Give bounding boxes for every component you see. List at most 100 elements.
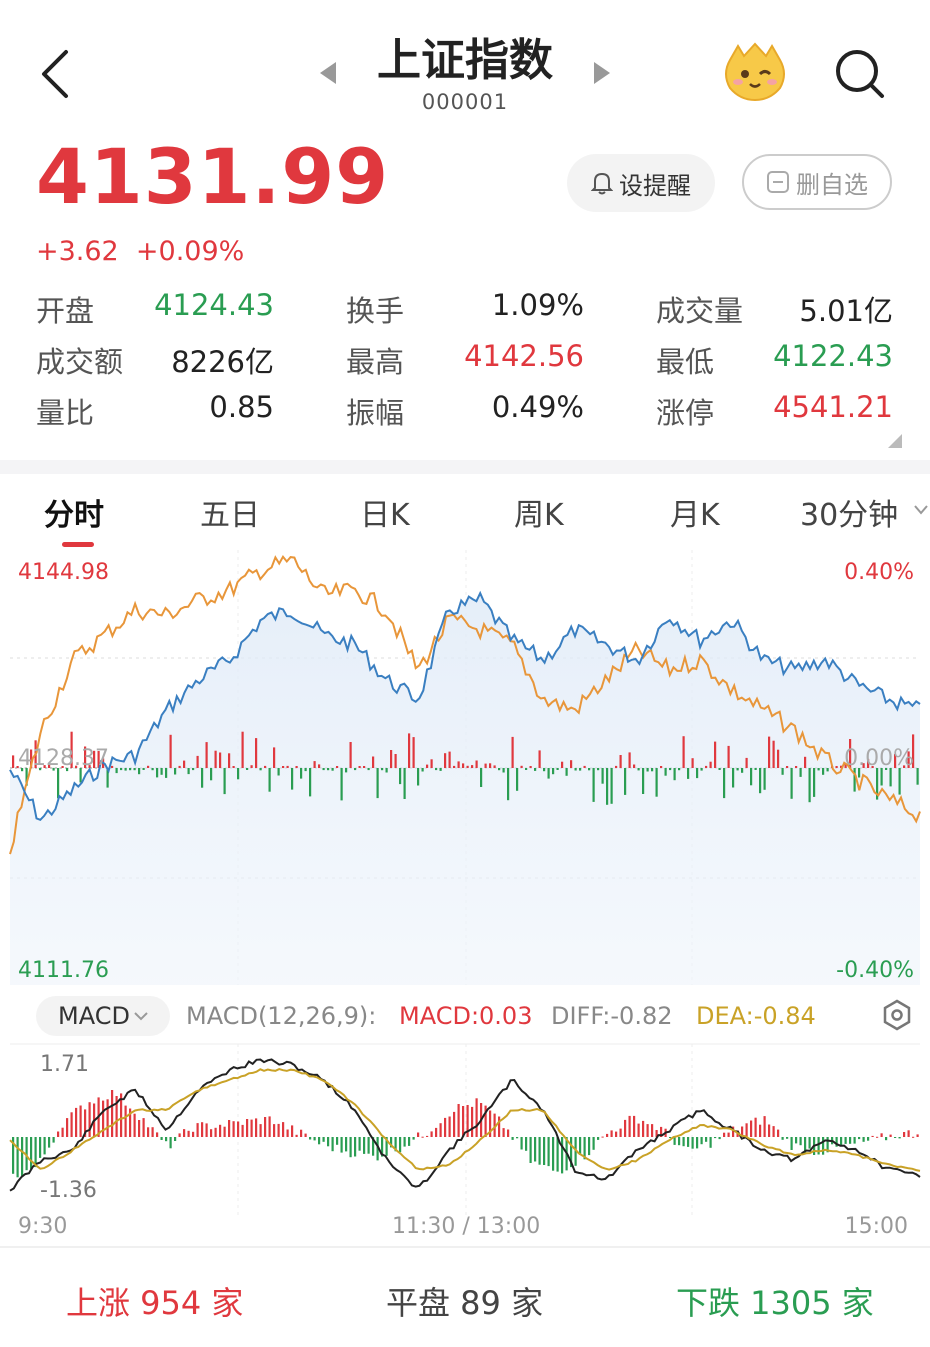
macd-bar [133, 1113, 136, 1137]
macd-bar [120, 1093, 123, 1137]
volume-bar [525, 768, 528, 770]
macd-bar [219, 1124, 222, 1137]
volume-bar [781, 768, 784, 775]
macd-bar [538, 1137, 541, 1165]
macd-bar [705, 1137, 708, 1142]
volume-bar [408, 733, 411, 768]
macd-bar [849, 1137, 852, 1144]
macd-bar [687, 1137, 690, 1147]
tab-1[interactable]: 分时 [44, 498, 104, 533]
macd-bar [732, 1126, 735, 1137]
macd-bar [313, 1137, 316, 1141]
macd-bar [214, 1127, 217, 1137]
volume-bar [817, 768, 820, 771]
macd-bar [615, 1131, 618, 1137]
volume-bar [889, 768, 892, 787]
volume-bar [516, 768, 519, 791]
volume-bar [246, 768, 249, 770]
macd-bar [727, 1132, 730, 1137]
macd-bar [232, 1121, 235, 1137]
macd-bar [655, 1130, 658, 1137]
macd-bar [466, 1105, 469, 1137]
volume-bar [741, 768, 744, 773]
macd-bar [376, 1137, 379, 1161]
indicator-selector[interactable]: MACD [36, 996, 170, 1036]
volume-bar [565, 768, 568, 776]
macd-bar [669, 1137, 672, 1138]
macd-bar [277, 1123, 280, 1137]
volume-bar [205, 742, 208, 768]
volume-bar [232, 766, 235, 768]
volume-bar [768, 736, 771, 768]
tab-3[interactable]: 日K [360, 498, 410, 533]
volume-bar [754, 768, 757, 770]
remove-favorite-button[interactable]: 删自选 [742, 154, 892, 210]
macd-bar [790, 1137, 793, 1150]
macd-bar [858, 1137, 861, 1140]
volume-bar [363, 766, 366, 768]
macd-bar [30, 1137, 33, 1169]
volume-bar [421, 768, 424, 772]
volume-bar [894, 753, 897, 768]
expand-corner-icon[interactable] [888, 434, 902, 448]
tab-6[interactable]: 30分钟 [800, 498, 899, 533]
time-end: 15:00 [844, 1214, 908, 1239]
indicator-name: MACD [58, 1002, 130, 1030]
mascot-icon[interactable] [720, 40, 790, 102]
macd-bar [318, 1137, 321, 1145]
macd-bar [583, 1137, 586, 1160]
back-arrow-icon[interactable] [36, 44, 76, 104]
intraday-chart[interactable] [0, 550, 930, 1240]
volume-bar [367, 768, 370, 771]
volume-bar [606, 768, 609, 805]
volume-bar [673, 768, 676, 781]
volume-bar [381, 768, 384, 771]
chevron-down-icon[interactable] [914, 504, 928, 516]
volume-bar [912, 734, 915, 768]
volume-bar [138, 768, 141, 775]
macd-bar [606, 1133, 609, 1137]
pct-axis-low: -0.40% [836, 958, 914, 983]
price-axis-mid: 4128.37 [18, 746, 109, 771]
volume-bar [133, 768, 136, 771]
macd-bar [597, 1137, 600, 1140]
volume-bar [466, 765, 469, 768]
volume-bar [502, 768, 505, 773]
stat-label: 涨停 [656, 396, 715, 430]
chevron-down-icon [134, 1012, 148, 1021]
settings-icon[interactable] [880, 998, 914, 1032]
macd-params: MACD(12,26,9): [186, 1002, 377, 1030]
volume-bar [655, 768, 658, 797]
macd-bar [714, 1137, 717, 1139]
volume-bar [129, 768, 132, 771]
macd-bar [817, 1137, 820, 1155]
unchanged-count[interactable]: 平盘 89 家 [386, 1284, 544, 1322]
tab-4[interactable]: 周K [514, 498, 564, 533]
macd-bar [192, 1131, 195, 1137]
macd-bar [381, 1137, 384, 1157]
macd-bar [709, 1137, 712, 1148]
macd-bar [723, 1132, 726, 1137]
volume-bar [156, 768, 159, 778]
macd-bar [484, 1105, 487, 1137]
volume-bar [192, 768, 195, 771]
macd-bar [61, 1127, 64, 1137]
volume-bar [223, 768, 226, 795]
volume-bar [682, 736, 685, 768]
decliners-count[interactable]: 下跌 1305 家 [676, 1284, 874, 1322]
tab-5[interactable]: 月K [670, 498, 720, 533]
next-stock-icon[interactable] [592, 60, 612, 90]
tab-2[interactable]: 五日 [200, 498, 260, 533]
macd-bar [268, 1116, 271, 1137]
macd-bar [169, 1137, 172, 1149]
volume-bar [349, 742, 352, 768]
prev-stock-icon[interactable] [318, 60, 338, 90]
advancers-count[interactable]: 上涨 954 家 [66, 1284, 244, 1322]
stock-code: 000001 [421, 90, 509, 114]
macd-bar [916, 1134, 919, 1137]
volume-bar [916, 768, 919, 785]
search-icon[interactable] [832, 46, 886, 100]
volume-bar [75, 765, 78, 768]
diff-value: DIFF:-0.82 [551, 1002, 673, 1030]
set-alarm-button[interactable]: 设提醒 [567, 154, 715, 212]
